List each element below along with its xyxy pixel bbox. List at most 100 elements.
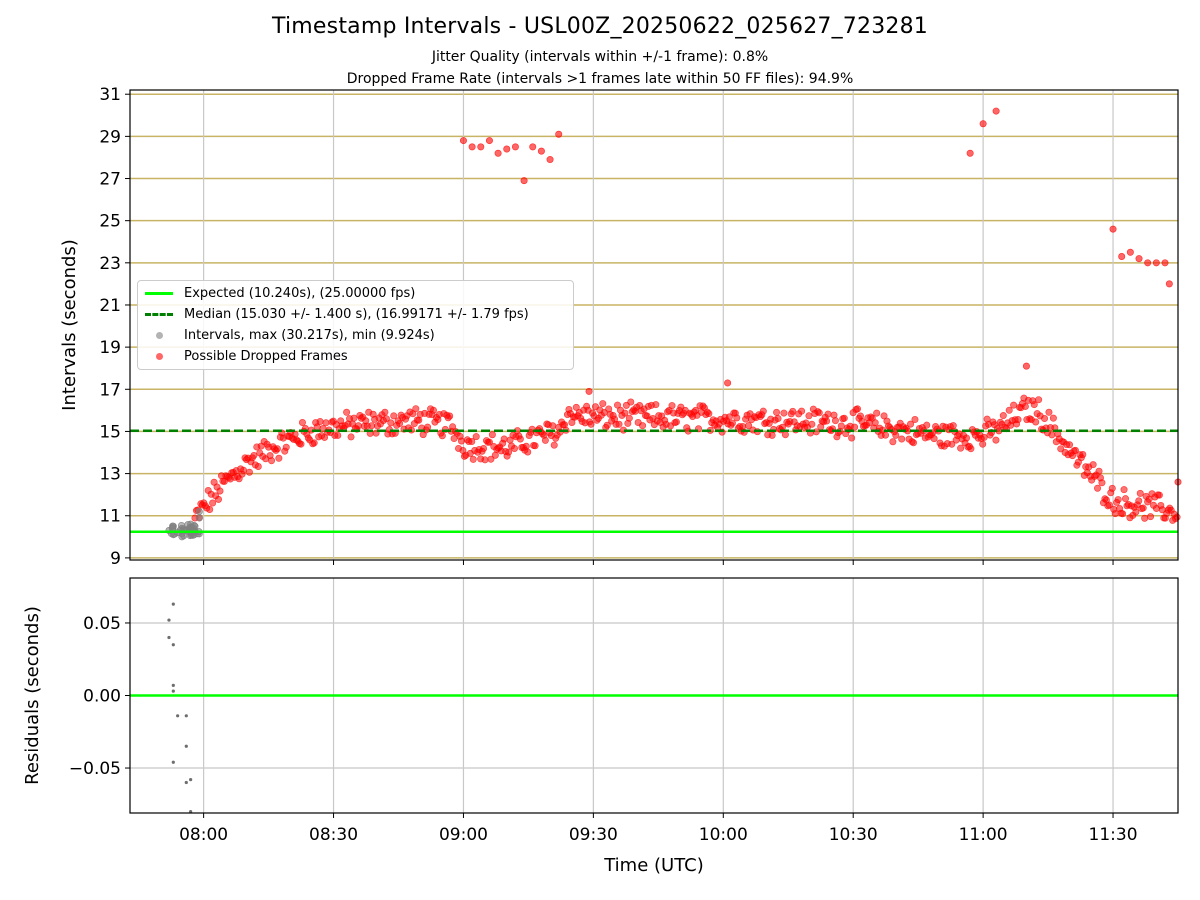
dropped-frame-point xyxy=(316,418,324,426)
dropped-frame-point xyxy=(851,423,859,431)
dropped-frame-point xyxy=(524,448,532,456)
dropped-frame-point xyxy=(412,405,420,413)
dropped-frame-point xyxy=(1010,401,1018,409)
dropped-frame-point xyxy=(555,130,563,138)
dropped-frame-point xyxy=(652,401,660,409)
dropped-frame-point xyxy=(240,466,248,474)
dropped-frame-point xyxy=(505,448,513,456)
y-tick-label: 25 xyxy=(99,212,121,232)
dropped-frame-point xyxy=(1089,461,1097,469)
x-tick-label: 09:30 xyxy=(569,825,618,845)
x-tick-label: 09:00 xyxy=(439,825,488,845)
dropped-frame-point xyxy=(297,440,305,448)
dropped-frame-point xyxy=(1119,510,1127,518)
dropped-frame-point xyxy=(1118,253,1126,261)
dropped-frame-point xyxy=(831,417,839,425)
dropped-frame-point xyxy=(1108,484,1116,492)
residual-point xyxy=(184,780,188,785)
dropped-frame-point xyxy=(1032,418,1040,426)
dropped-frame-point xyxy=(368,422,376,430)
dropped-frame-point xyxy=(520,177,528,185)
dropped-frame-point xyxy=(546,156,554,164)
dropped-frame-point xyxy=(789,407,797,415)
interval-point xyxy=(169,524,177,532)
chart-subtitle-dropped: Dropped Frame Rate (intervals >1 frames … xyxy=(346,71,854,87)
dropped-frame-point xyxy=(815,409,823,417)
dropped-frame-point xyxy=(350,414,358,422)
plot-frame xyxy=(129,89,1179,561)
dropped-frame-point xyxy=(999,412,1007,420)
dropped-frame-point xyxy=(209,499,217,507)
dropped-frame-point xyxy=(798,407,806,415)
median-line-swatch xyxy=(145,313,173,316)
y-tick-label: 11 xyxy=(99,507,121,527)
dropped-frame-point xyxy=(273,445,281,453)
dropped-frame-point xyxy=(500,435,508,443)
dropped-frame-point xyxy=(459,137,467,145)
dropped-frame-point xyxy=(382,415,390,423)
dropped-frame-point xyxy=(1161,259,1169,267)
y-tick-label: 0.00 xyxy=(83,687,121,707)
dropped-frame-point xyxy=(1041,415,1049,423)
dropped-frame-point xyxy=(469,455,477,463)
dropped-frame-point xyxy=(949,422,957,430)
legend-label-expected: Expected (10.240s), (25.00000 fps) xyxy=(184,286,416,301)
dropped-frame-point xyxy=(780,409,788,417)
residual-point xyxy=(189,809,193,814)
dropped-frame-point xyxy=(354,422,362,430)
residual-point xyxy=(176,714,180,718)
dropped-frame-point xyxy=(1122,495,1130,503)
dropped-frame-point xyxy=(739,422,747,430)
dropped-frame-point xyxy=(1114,496,1122,504)
legend-label-intervals: Intervals, max (30.217s), min (9.924s) xyxy=(184,328,435,343)
residual-point xyxy=(171,683,175,687)
dropped-frame-point xyxy=(615,420,623,428)
y-tick-label: 29 xyxy=(99,127,121,147)
y-tick-label: 15 xyxy=(99,422,121,442)
dropped-frame-point xyxy=(250,451,258,459)
dropped-frame-point xyxy=(321,433,329,441)
dropped-frame-point xyxy=(1111,510,1119,518)
x-axis-label: Time (UTC) xyxy=(603,855,704,876)
dropped-frame-point xyxy=(774,414,782,422)
dropped-frame-point xyxy=(909,439,917,447)
dropped-frame-point xyxy=(948,440,956,448)
residuals-plot: 0.05 0.00 −0.05 08:00 08:30 09:00 09:30 10:00 10… xyxy=(22,577,1179,876)
dropped-frame-point xyxy=(1030,401,1038,409)
residual-point xyxy=(171,643,175,647)
residual-point xyxy=(184,744,188,748)
chart-subtitle-jitter: Jitter Quality (intervals within +/-1 fr… xyxy=(431,49,769,65)
dropped-frame-point xyxy=(1165,280,1173,288)
dropped-frame-point xyxy=(824,410,832,418)
dropped-frame-point xyxy=(1005,406,1013,414)
dropped-frame-point xyxy=(808,420,816,428)
legend-item-intervals: Intervals, max (30.217s), min (9.924s) xyxy=(138,325,573,345)
y-tick-label: 27 xyxy=(99,170,121,190)
x-tick-label: 08:00 xyxy=(179,825,228,845)
dropped-frame-point xyxy=(778,423,786,431)
dropped-frame-point xyxy=(781,431,789,439)
dropped-frame-point xyxy=(1145,495,1153,503)
dropped-frame-point xyxy=(1022,362,1030,370)
dropped-frame-point xyxy=(541,436,549,444)
dropped-frame-point xyxy=(481,456,489,464)
dropped-frame-point xyxy=(979,120,987,128)
dropped-marker-swatch xyxy=(156,353,163,360)
dropped-frame-point xyxy=(1049,414,1057,422)
dropped-frame-point xyxy=(485,438,493,446)
dropped-frame-point xyxy=(979,440,987,448)
residual-point xyxy=(171,760,175,764)
expected-line-swatch xyxy=(145,292,173,295)
dropped-frame-point xyxy=(992,107,1000,115)
dropped-frame-point xyxy=(549,422,557,430)
dropped-frame-point xyxy=(923,421,931,429)
residual-point xyxy=(167,618,171,622)
dropped-frame-point xyxy=(1136,489,1144,497)
dropped-frame-point xyxy=(446,412,454,420)
dropped-frame-point xyxy=(488,431,496,439)
dropped-frame-point xyxy=(621,409,629,417)
dropped-frame-point xyxy=(1144,259,1152,267)
dropped-frame-point xyxy=(725,413,733,421)
dropped-frame-point xyxy=(898,435,906,443)
